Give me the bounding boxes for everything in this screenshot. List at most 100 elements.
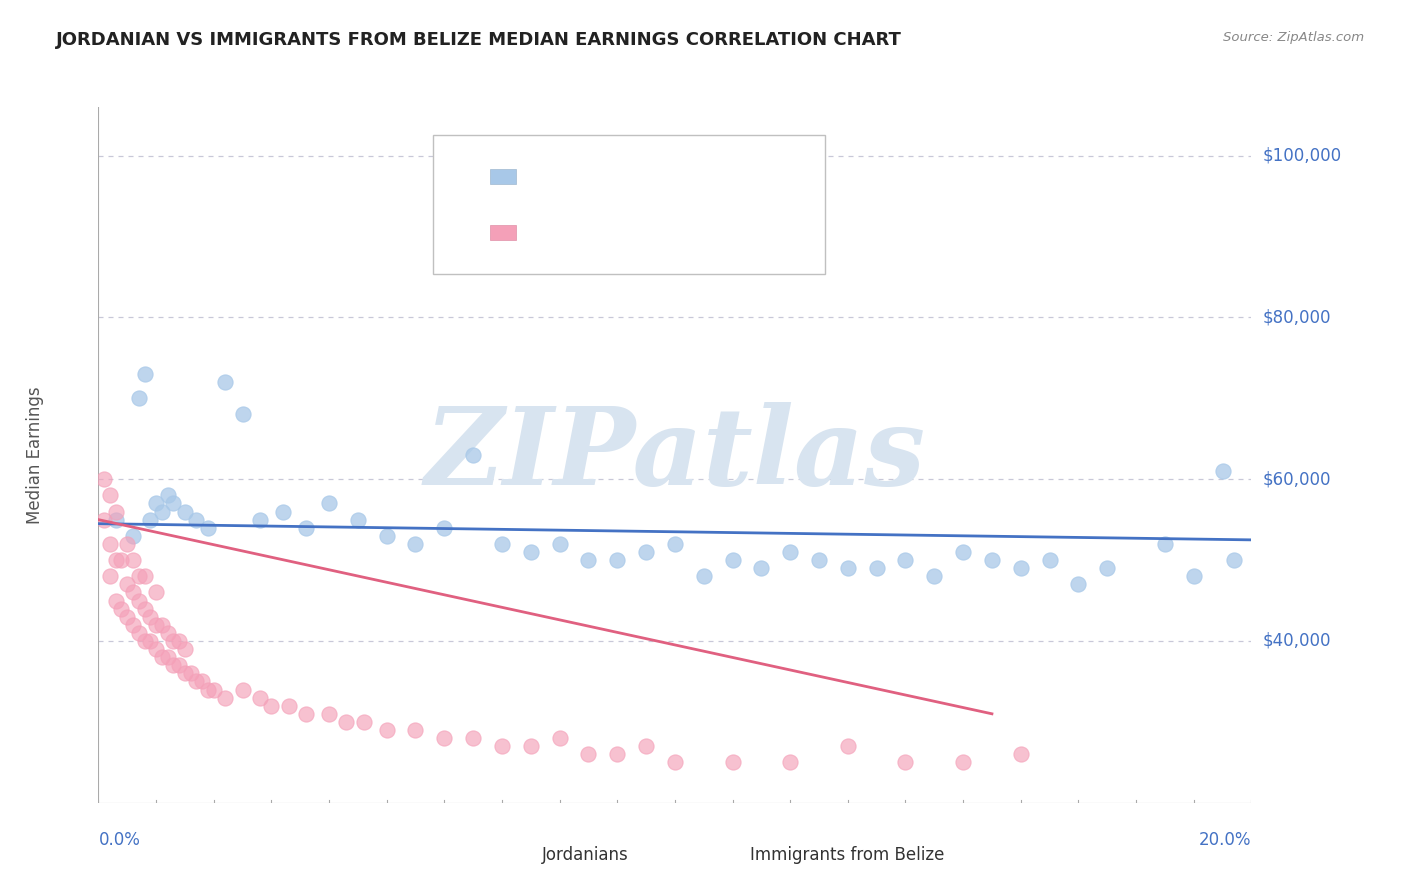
Point [894,553,917,567]
Point [104,504,127,518]
Point [122,529,145,543]
Point [318,706,340,721]
Point [1038,553,1062,567]
Point [214,375,236,389]
Text: $80,000: $80,000 [1263,309,1331,326]
Point [117,609,138,624]
Text: N = 48: N = 48 [672,168,734,186]
Point [548,731,571,745]
FancyBboxPatch shape [508,848,533,863]
Text: 0.0%: 0.0% [98,830,141,848]
Text: ZIPatlas: ZIPatlas [425,402,925,508]
Text: N = 68: N = 68 [672,223,734,241]
Point [139,609,162,624]
Point [346,513,368,527]
Point [520,545,543,559]
Point [636,739,658,754]
Point [1097,561,1119,575]
Point [128,392,150,406]
Point [664,756,686,770]
Text: Median Earnings: Median Earnings [25,386,44,524]
Point [1010,747,1032,762]
Point [128,593,150,607]
Point [491,739,513,754]
Point [807,553,830,567]
Point [104,593,127,607]
Point [104,513,127,527]
Point [122,585,145,599]
Point [104,553,127,567]
Point [117,577,138,591]
Point [295,521,318,535]
Text: $100,000: $100,000 [1263,146,1341,165]
Point [150,617,173,632]
Point [249,690,271,705]
Point [922,569,945,583]
Point [1212,464,1234,478]
Point [139,634,162,648]
Point [186,513,208,527]
Text: 20.0%: 20.0% [1199,830,1251,848]
Point [295,706,318,721]
Point [981,553,1004,567]
Point [837,561,859,575]
Text: $60,000: $60,000 [1263,470,1331,488]
Point [162,658,184,673]
FancyBboxPatch shape [716,848,741,863]
Point [145,585,167,599]
Point [1067,577,1090,591]
Point [433,731,456,745]
Point [461,448,484,462]
Point [520,739,543,754]
Point [318,496,340,510]
Point [894,756,917,770]
Point [150,504,173,518]
Point [145,617,167,632]
Point [98,569,121,583]
FancyBboxPatch shape [491,225,516,240]
Point [721,756,744,770]
Text: Source: ZipAtlas.com: Source: ZipAtlas.com [1223,31,1364,45]
Point [202,682,225,697]
Point [174,666,197,681]
Text: R = -0.432: R = -0.432 [533,223,630,241]
Point [122,553,145,567]
Point [375,723,398,737]
FancyBboxPatch shape [491,169,516,185]
Point [779,545,801,559]
Point [174,642,197,657]
Point [98,537,121,551]
Point [721,553,744,567]
Point [197,682,219,697]
Point [606,747,628,762]
Point [866,561,889,575]
Text: Immigrants from Belize: Immigrants from Belize [749,846,945,864]
Point [93,472,115,486]
Point [156,626,179,640]
Point [271,504,294,518]
Point [162,496,184,510]
Point [335,714,357,729]
Point [156,650,179,665]
Point [405,537,427,551]
Text: Jordanians: Jordanians [543,846,628,864]
Point [952,545,974,559]
Point [548,537,571,551]
Point [837,739,859,754]
Point [117,537,138,551]
Point [139,513,162,527]
Point [214,690,236,705]
Point [145,496,167,510]
Point [1182,569,1205,583]
Point [150,650,173,665]
Point [664,537,686,551]
FancyBboxPatch shape [433,135,825,274]
Point [693,569,716,583]
Text: JORDANIAN VS IMMIGRANTS FROM BELIZE MEDIAN EARNINGS CORRELATION CHART: JORDANIAN VS IMMIGRANTS FROM BELIZE MEDI… [56,31,903,49]
Point [180,666,202,681]
Text: R = -0.034: R = -0.034 [533,168,630,186]
Point [375,529,398,543]
Point [606,553,628,567]
Point [134,569,156,583]
Point [128,626,150,640]
